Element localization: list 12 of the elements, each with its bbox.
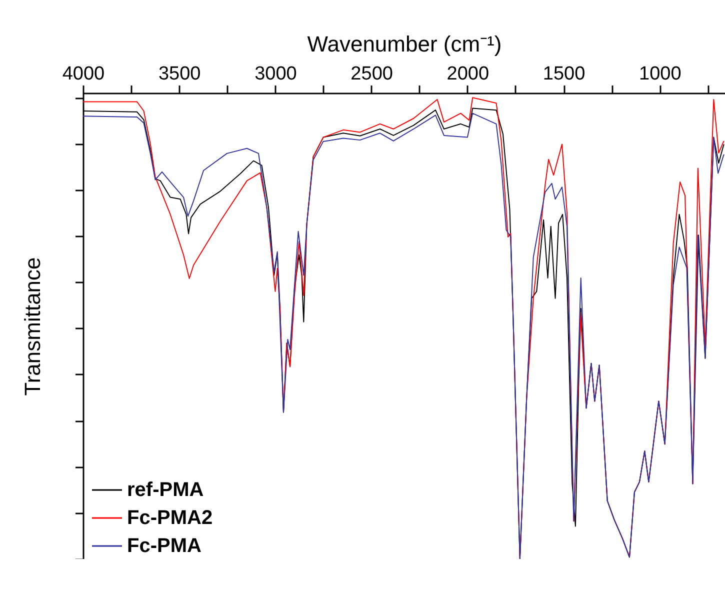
x-tick-label: 1000 [639,64,682,84]
x-tick-label: 2500 [350,64,393,84]
x-tick-label: 1500 [542,64,586,84]
legend-label: ref-PMA [127,479,204,501]
x-tick-label: 4000 [62,64,105,84]
legend-label: Fc-PMA2 [127,507,213,529]
x-tick-label: 3500 [158,64,201,84]
y-axis-title: Transmittance [20,257,45,396]
x-tick-label: 3000 [254,64,297,84]
x-tick-label: 2000 [446,64,490,84]
x-axis-title: Wavenumber (cm⁻¹) [307,32,502,56]
legend-label: Fc-PMA [127,535,202,557]
